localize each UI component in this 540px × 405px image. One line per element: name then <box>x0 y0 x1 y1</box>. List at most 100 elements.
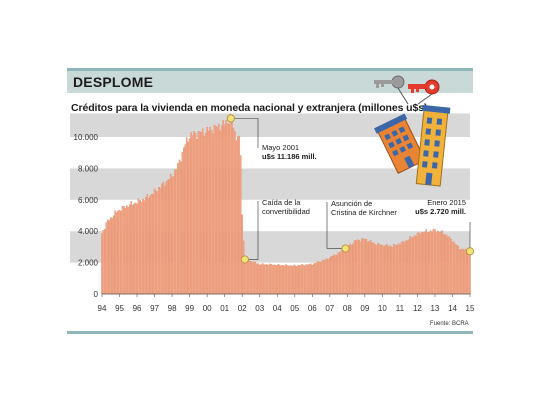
annotation-value: u$s 11.186 mill. <box>262 152 317 161</box>
bar <box>248 260 251 295</box>
bar <box>377 242 379 295</box>
bar <box>318 261 321 295</box>
bar <box>445 234 448 295</box>
bar <box>336 254 338 295</box>
bar <box>296 265 299 295</box>
bar <box>112 215 115 295</box>
bar <box>291 265 293 295</box>
bar <box>299 265 302 295</box>
bar <box>324 259 327 295</box>
annotation-marker <box>341 244 350 253</box>
bar <box>196 138 198 295</box>
bar <box>197 131 200 295</box>
bar <box>171 177 173 295</box>
bar <box>104 228 106 295</box>
bar <box>317 261 319 295</box>
bottom-rule <box>67 331 473 334</box>
bar <box>102 230 105 295</box>
bar <box>143 200 146 295</box>
bar <box>349 243 352 295</box>
bar <box>166 179 169 295</box>
annotation-leader <box>234 118 259 148</box>
bar <box>355 240 357 295</box>
bar <box>310 263 312 295</box>
bar <box>225 120 227 295</box>
x-tick-label: 05 <box>290 304 299 313</box>
annotation-leader <box>248 201 259 260</box>
bar <box>238 135 241 295</box>
bar <box>434 229 436 295</box>
bar <box>384 245 387 295</box>
bar <box>256 263 258 295</box>
bar <box>174 169 176 295</box>
bar <box>361 238 363 295</box>
bar <box>234 131 236 295</box>
bar <box>337 252 340 295</box>
x-tick-label: 15 <box>466 304 475 313</box>
chart-subtitle: Créditos para la vivienda en moneda naci… <box>71 102 428 114</box>
bar <box>279 265 281 295</box>
annotation-text: Asunción de <box>331 199 372 208</box>
bar <box>229 113 232 295</box>
bar <box>218 123 220 295</box>
bar <box>321 260 324 295</box>
x-tick-label: 07 <box>325 304 334 313</box>
bar <box>283 265 286 295</box>
bar <box>267 265 270 295</box>
bar <box>418 232 420 295</box>
y-tick-label: 4.000 <box>78 227 99 236</box>
bar <box>215 126 217 295</box>
bar <box>429 230 432 295</box>
bar <box>298 265 300 295</box>
bar <box>378 244 381 295</box>
bar <box>286 265 289 295</box>
bar <box>372 242 375 295</box>
bar <box>177 163 179 295</box>
x-tick-label: 94 <box>98 304 107 313</box>
bar <box>276 264 279 295</box>
bar <box>181 152 184 295</box>
bar <box>274 265 277 295</box>
bar <box>187 141 189 295</box>
bar <box>329 257 331 295</box>
bar <box>466 250 468 295</box>
bar <box>272 265 274 295</box>
annotation-marker <box>465 247 474 256</box>
bar <box>260 264 262 295</box>
bar <box>343 250 346 295</box>
bar <box>447 237 449 295</box>
bar <box>406 240 408 295</box>
bar <box>146 194 149 295</box>
bar <box>162 181 165 295</box>
bar <box>109 217 112 295</box>
header-band <box>67 71 473 93</box>
bar <box>232 127 235 295</box>
bar <box>381 244 384 295</box>
bar <box>456 244 458 295</box>
bar <box>264 264 267 295</box>
bar <box>114 210 116 295</box>
bar <box>216 126 219 295</box>
bar <box>115 212 118 295</box>
x-tick-label: 04 <box>273 304 282 313</box>
bar <box>288 266 290 295</box>
bar <box>111 218 114 295</box>
bar <box>345 247 347 295</box>
bar <box>188 138 191 295</box>
bar <box>269 263 271 295</box>
bar <box>374 243 376 295</box>
bar <box>450 239 452 295</box>
annotation-text: Mayo 2001 <box>262 143 299 152</box>
bar <box>333 254 335 295</box>
bar <box>394 244 397 295</box>
bar <box>312 263 315 295</box>
bar <box>228 124 230 295</box>
annotation-text: convertibilidad <box>262 207 310 216</box>
x-tick-label: 01 <box>220 304 229 313</box>
bar <box>266 264 268 295</box>
